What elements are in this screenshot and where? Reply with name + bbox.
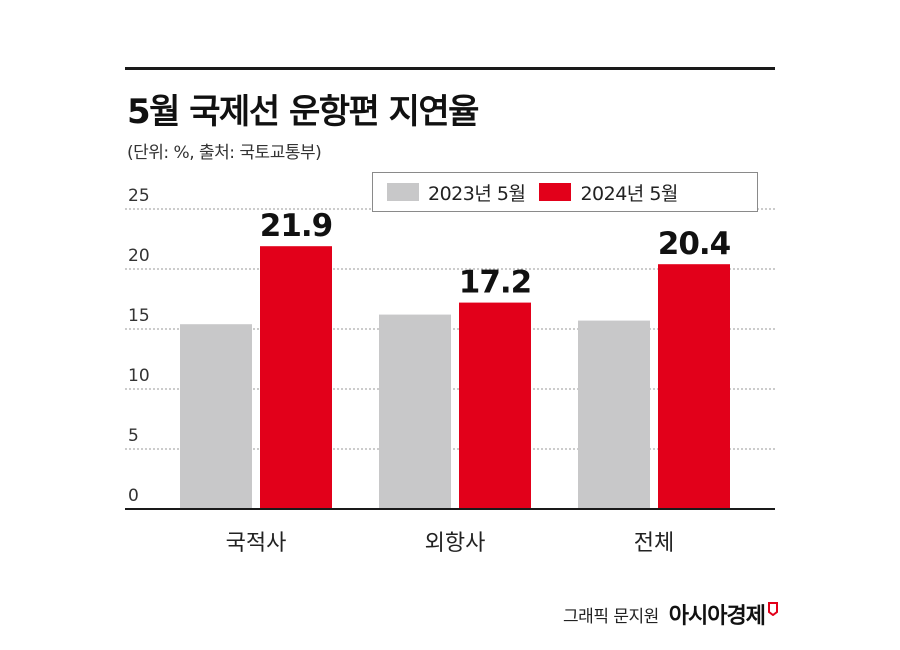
legend-label-2024: 2024년 5월: [580, 182, 678, 205]
y-tick-label: 0: [128, 486, 139, 506]
brand-mark-icon: [768, 602, 778, 616]
bar-2023: [379, 314, 451, 509]
bar-2024: [260, 246, 332, 509]
data-label: 20.4: [658, 226, 731, 262]
legend-swatch-2023: [387, 183, 419, 201]
data-label: 21.9: [260, 208, 333, 244]
y-tick-label: 10: [128, 366, 150, 386]
x-tick-label: 외항사: [425, 531, 486, 556]
credit: 그래픽 문지원 아시아경제: [563, 598, 778, 630]
top-rule: [125, 67, 775, 70]
bar-2023: [578, 320, 650, 509]
y-tick-label: 25: [128, 186, 150, 206]
credit-byline: 그래픽 문지원: [563, 606, 659, 627]
bar-2024: [459, 302, 531, 509]
legend-item-2023: 2023년 5월: [387, 179, 526, 206]
brand-logo-text: 아시아경제: [668, 604, 766, 629]
chart-title: 5월 국제선 운항편 지연율: [127, 92, 479, 132]
legend-label-2023: 2023년 5월: [428, 182, 526, 205]
y-tick-label: 5: [128, 426, 139, 446]
legend-swatch-2024: [539, 183, 572, 201]
y-tick-label: 20: [128, 246, 150, 266]
data-label: 17.2: [459, 265, 532, 301]
legend-item-2024: 2024년 5월: [539, 179, 678, 206]
x-tick-label: 전체: [634, 531, 674, 556]
bar-2023: [180, 324, 252, 509]
x-tick-label: 국적사: [226, 531, 287, 556]
legend: 2023년 5월 2024년 5월: [372, 172, 758, 212]
chart-subtitle: (단위: %, 출처: 국토교통부): [127, 143, 322, 163]
bar-2024: [658, 264, 730, 509]
y-tick-label: 15: [128, 306, 150, 326]
